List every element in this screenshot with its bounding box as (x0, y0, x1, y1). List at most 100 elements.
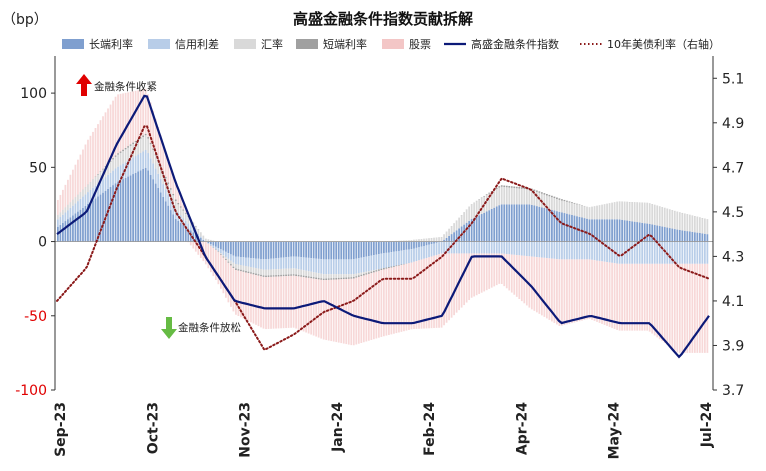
bar-segment-0 (302, 241, 305, 258)
bar-segment-0 (385, 241, 388, 253)
bar-segment-0 (621, 219, 623, 242)
bar-segment-4 (252, 274, 255, 324)
bar-segment-2 (653, 204, 656, 226)
bar-segment-0 (352, 241, 355, 260)
bar-segment-3 (513, 186, 516, 188)
bar-segment-0 (515, 204, 518, 242)
bar-segment-1 (235, 256, 237, 264)
bar-segment-3 (127, 146, 129, 148)
bar-segment-2 (325, 274, 328, 279)
stacked-bars (57, 88, 709, 353)
bar-segment-2 (275, 269, 277, 276)
bar-segment-1 (297, 256, 300, 270)
bar-segment-1 (64, 212, 67, 222)
bar-segment-1 (463, 241, 466, 254)
bar-segment-1 (242, 257, 245, 266)
bar-segment-3 (340, 277, 343, 280)
bar-segment-2 (563, 201, 566, 214)
bar-segment-3 (285, 274, 287, 277)
bar-segment-4 (405, 263, 408, 331)
chart-title: 高盛金融条件指数贡献拆解 (293, 10, 473, 28)
bar-segment-2 (591, 206, 593, 220)
bar-segment-1 (420, 246, 423, 260)
bar-segment-3 (310, 276, 313, 279)
bar-segment-2 (340, 274, 343, 278)
bar-segment-2 (596, 205, 598, 220)
bar-segment-2 (528, 189, 531, 205)
bar-segment-4 (398, 265, 400, 333)
bar-segment-2 (490, 192, 493, 209)
bar-segment-4 (147, 94, 150, 138)
bar-segment-1 (483, 241, 486, 254)
bar-segment-0 (290, 241, 292, 257)
bar-segment-0 (300, 241, 303, 258)
bar-segment-3 (360, 274, 363, 277)
bar-segment-4 (428, 257, 430, 329)
legend-swatch (62, 39, 84, 49)
bar-segment-3 (192, 222, 195, 224)
bar-segment-2 (79, 192, 82, 199)
bar-segment-4 (588, 259, 591, 319)
bar-segment-4 (628, 263, 631, 331)
bar-segment-2 (290, 268, 292, 275)
bar-segment-3 (147, 137, 150, 139)
bar-segment-4 (209, 245, 212, 273)
bar-segment-0 (583, 218, 586, 242)
bar-segment-3 (114, 155, 117, 157)
bar-segment-1 (510, 241, 513, 255)
bar-segment-2 (260, 269, 262, 275)
bar-segment-2 (330, 274, 333, 279)
bar-segment-3 (232, 266, 235, 269)
bar-segment-2 (673, 210, 676, 230)
bar-segment-1 (280, 257, 282, 269)
bar-segment-4 (453, 253, 455, 316)
x-tick-label: Nov-23 (238, 402, 254, 458)
easing-label: 金融条件放松 (178, 321, 241, 334)
bar-segment-3 (102, 168, 104, 170)
bar-segment-4 (420, 259, 423, 329)
bar-segment-0 (548, 209, 551, 242)
bar-segment-0 (212, 241, 215, 246)
bar-segment-1 (225, 251, 227, 257)
bar-segment-4 (616, 263, 618, 330)
bar-segment-1 (315, 258, 318, 273)
bar-segment-0 (142, 169, 145, 242)
bar-segment-0 (493, 207, 496, 242)
bar-segment-1 (618, 241, 621, 264)
bar-segment-0 (119, 180, 122, 242)
bar-segment-4 (455, 253, 458, 313)
bar-segment-3 (398, 265, 400, 266)
right-tick-label: 3.7 (722, 383, 744, 399)
bar-segment-0 (305, 241, 308, 258)
bar-segment-2 (250, 267, 252, 273)
bar-segment-2 (295, 268, 297, 275)
bar-segment-4 (623, 263, 626, 331)
bar-segment-0 (340, 241, 343, 260)
bar-segment-1 (345, 259, 348, 275)
bar-segment-2 (77, 194, 79, 202)
bar-segment-0 (613, 219, 616, 242)
bar-segment-0 (393, 241, 395, 252)
bar-segment-0 (591, 219, 593, 242)
bar-segment-4 (598, 260, 601, 323)
bar-segment-3 (267, 275, 270, 277)
bar-segment-3 (327, 278, 330, 280)
bar-segment-0 (265, 241, 267, 260)
bar-segment-2 (458, 217, 460, 229)
bar-segment-4 (64, 184, 67, 208)
bar-segment-0 (543, 208, 546, 242)
bar-segment-2 (307, 271, 310, 277)
bar-segment-3 (282, 274, 285, 277)
bar-segment-2 (656, 205, 659, 226)
bar-segment-0 (342, 241, 345, 260)
bar-segment-2 (666, 208, 669, 228)
bar-segment-4 (408, 263, 410, 330)
bar-segment-2 (576, 204, 578, 217)
bar-segment-2 (182, 210, 185, 219)
bar-segment-0 (370, 241, 373, 256)
bar-segment-0 (383, 241, 385, 254)
bar-segment-1 (663, 241, 666, 264)
bar-segment-0 (250, 241, 252, 259)
bar-segment-4 (194, 241, 197, 252)
bar-segment-1 (513, 241, 516, 255)
